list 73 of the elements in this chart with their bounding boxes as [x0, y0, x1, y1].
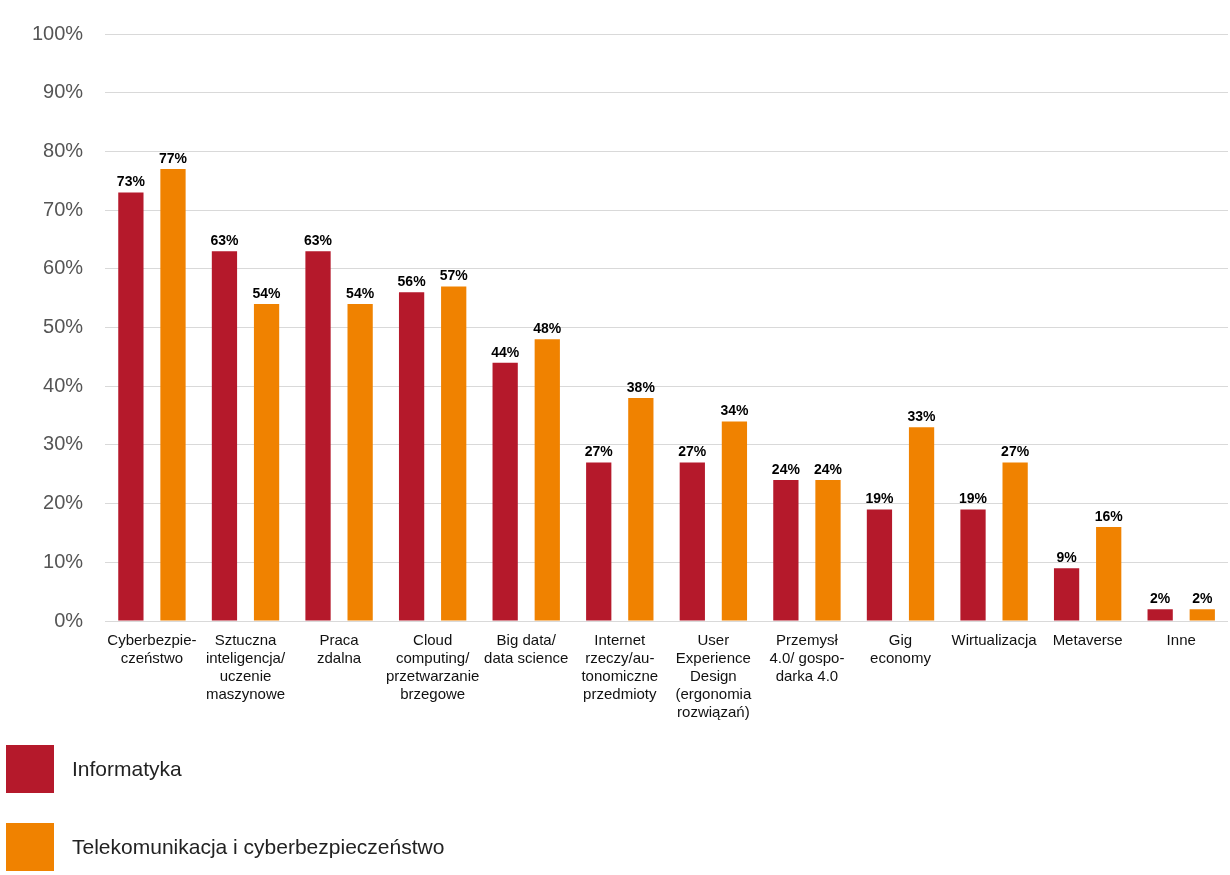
- y-tick-label: 0%: [54, 608, 84, 631]
- x-tick-label: Gig economy: [870, 631, 932, 667]
- y-tick-label: 80%: [43, 138, 84, 161]
- data-label: 56%: [397, 273, 427, 290]
- bar: [960, 509, 986, 621]
- bar: [534, 339, 560, 621]
- bar: [1096, 527, 1122, 621]
- data-label: 73%: [116, 173, 146, 190]
- data-label: 54%: [252, 284, 282, 301]
- data-label: 27%: [584, 443, 614, 460]
- bar: [721, 421, 748, 621]
- bar: [347, 304, 373, 621]
- y-tick-label: 20%: [43, 491, 84, 514]
- bar: [398, 292, 425, 621]
- bar: [1147, 609, 1173, 621]
- data-label: 2%: [1150, 590, 1171, 607]
- bar: [1189, 609, 1215, 621]
- data-label: 33%: [907, 408, 937, 425]
- data-label: 63%: [210, 232, 240, 249]
- bar: [118, 192, 144, 621]
- x-tick-label: Cloud computing/ przetwarzanie brzegowe: [385, 631, 480, 703]
- data-label: 19%: [959, 490, 988, 507]
- data-label: 38%: [626, 378, 656, 395]
- data-label: 54%: [346, 284, 375, 301]
- data-label: 24%: [813, 460, 843, 477]
- x-tick-label: Inne: [1166, 631, 1196, 649]
- bar: [679, 462, 705, 621]
- data-label: 27%: [678, 443, 707, 460]
- x-tick-label: Sztuczna inteligencja/ uczenie maszynowe: [205, 631, 286, 703]
- data-label: 44%: [491, 343, 520, 360]
- data-label: 24%: [771, 460, 801, 477]
- y-tick-label: 40%: [43, 373, 84, 396]
- x-tick-label: Cyberbezpie- czeństwo: [107, 631, 197, 667]
- y-tick-label: 90%: [43, 80, 84, 103]
- data-label: 57%: [439, 267, 469, 284]
- bar: [253, 304, 280, 621]
- bar: [908, 427, 935, 621]
- data-label: 9%: [1056, 549, 1078, 566]
- x-tick-label: Praca zdalna: [316, 631, 362, 667]
- bar: [1002, 462, 1028, 621]
- bar: [305, 251, 331, 621]
- bar: [441, 286, 467, 621]
- bar: [1053, 568, 1080, 621]
- data-label: 63%: [304, 232, 333, 249]
- data-label: 77%: [158, 149, 188, 166]
- y-tick-label: 60%: [43, 256, 84, 279]
- data-label: 34%: [720, 402, 749, 419]
- y-tick-label: 70%: [43, 197, 84, 220]
- y-tick-label: 100%: [32, 21, 84, 44]
- bar: [628, 397, 654, 621]
- x-tick-label: Wirtualizacja: [951, 631, 1038, 649]
- legend-label: Telekomunikacja i cyberbezpieczeństwo: [72, 835, 445, 859]
- data-label: 27%: [1001, 443, 1030, 460]
- bar: [160, 169, 186, 621]
- y-tick-label: 30%: [43, 432, 84, 455]
- bar: [866, 509, 893, 621]
- data-label: 48%: [533, 320, 562, 337]
- x-tick-label: Metaverse: [1052, 631, 1123, 649]
- data-label: 16%: [1094, 507, 1124, 524]
- x-tick-label: Big data/ data science: [484, 631, 569, 667]
- data-label: 2%: [1192, 590, 1213, 607]
- x-tick-label: Internet rzeczy/au- tonomiczne przedmioty: [581, 631, 659, 703]
- bar: [586, 462, 612, 621]
- bar: [773, 480, 799, 621]
- y-tick-label: 50%: [43, 315, 84, 338]
- x-tick-label: User Experience Design (ergonomia rozwiązań): [675, 631, 752, 721]
- y-tick-label: 10%: [43, 549, 84, 572]
- data-label: 19%: [865, 490, 895, 507]
- x-tick-label: Przemysł 4.0/ gospo- darka 4.0: [769, 631, 845, 685]
- legend-label: Informatyka: [72, 757, 182, 781]
- bar: [211, 251, 238, 621]
- bar: [815, 480, 841, 621]
- bar: [492, 362, 518, 621]
